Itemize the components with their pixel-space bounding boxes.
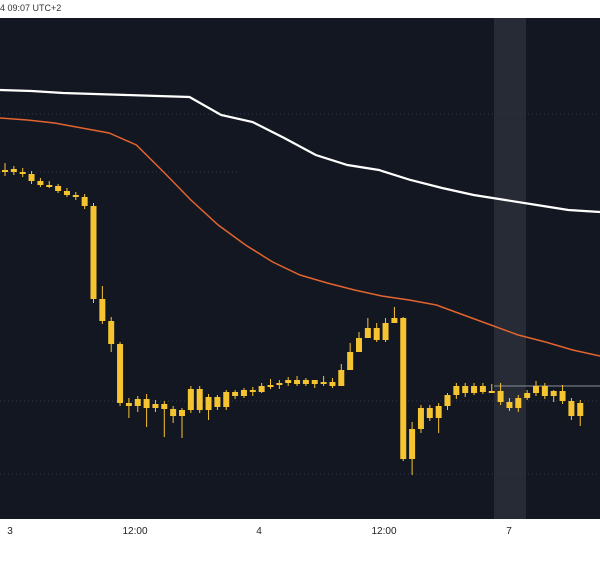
candle-body [533,386,539,393]
candle-body [108,321,115,344]
candle-body [152,404,159,408]
candle-body [488,391,495,393]
candle-body [462,386,469,393]
candle-body [356,338,362,352]
ma-long-line [0,88,600,214]
hover-band [494,18,526,519]
candle-body [258,386,265,392]
candle-body [240,390,247,396]
candle-body [249,390,256,392]
time-tick: 7 [506,526,512,537]
candles-group [2,163,584,475]
candle-body [373,328,380,340]
candle-body [329,382,336,386]
candle-body [506,402,513,408]
candle-body [28,174,35,181]
candle-body [161,404,168,409]
candle-body [338,370,345,386]
candle-body [232,392,239,396]
candle-body [2,170,8,172]
candle-body [81,197,88,206]
candle-body [117,344,124,403]
candle-body [214,397,221,407]
candle-body [577,403,584,416]
candle-body [550,391,557,396]
candle-body [134,399,141,406]
footer-bar [0,547,600,566]
candle-body [19,172,26,174]
candle-body [347,352,354,370]
top-bar: 4 09:07 UTC+2 [0,0,600,18]
price-chart[interactable] [0,18,600,519]
candle-body [196,389,203,410]
candle-body [417,408,424,429]
time-tick: 4 [256,526,262,537]
candle-body [311,380,318,384]
candle-body [559,391,566,401]
candle-body [497,391,504,402]
candle-body [285,380,292,383]
candle-body [179,410,185,416]
candle-body [55,186,62,191]
candle-body [90,206,97,299]
time-axis: 3 12:00 4 12:00 7 [0,519,600,547]
candle-body [276,383,283,385]
candle-body [143,399,150,408]
candle-body [294,380,301,384]
candle-body [63,191,70,195]
chart-canvas[interactable] [0,18,600,519]
ma-short-line [0,117,600,357]
candle-body [435,406,442,418]
candle-body [515,398,522,408]
time-tick: 12:00 [122,526,148,537]
candle-body [302,380,309,384]
candle-body [444,395,451,406]
candle-body [364,328,371,338]
candle-body [187,389,194,410]
candle-body [72,195,79,197]
candle-body [541,386,548,396]
candle-body [267,385,274,387]
candle-body [426,408,433,418]
candle-body [125,403,132,406]
candle-body [37,181,44,185]
candle-body [391,318,398,323]
time-tick: 3 [7,526,13,537]
candle-body [46,185,53,187]
candle-body [223,392,230,407]
candle-body [524,393,531,398]
candle-body [453,386,460,395]
candle-body [471,386,478,393]
candle-body [170,409,177,416]
candle-body [382,323,389,340]
candle-body [568,401,575,416]
candle-body [320,382,327,384]
candle-body [10,169,17,172]
time-tick: 12:00 [371,526,397,537]
timestamp-label: 4 09:07 UTC+2 [0,3,62,13]
candle-body [99,299,106,321]
candle-body [205,397,212,410]
candle-body [400,318,407,459]
candle-body [409,429,416,459]
candle-body [479,386,486,392]
